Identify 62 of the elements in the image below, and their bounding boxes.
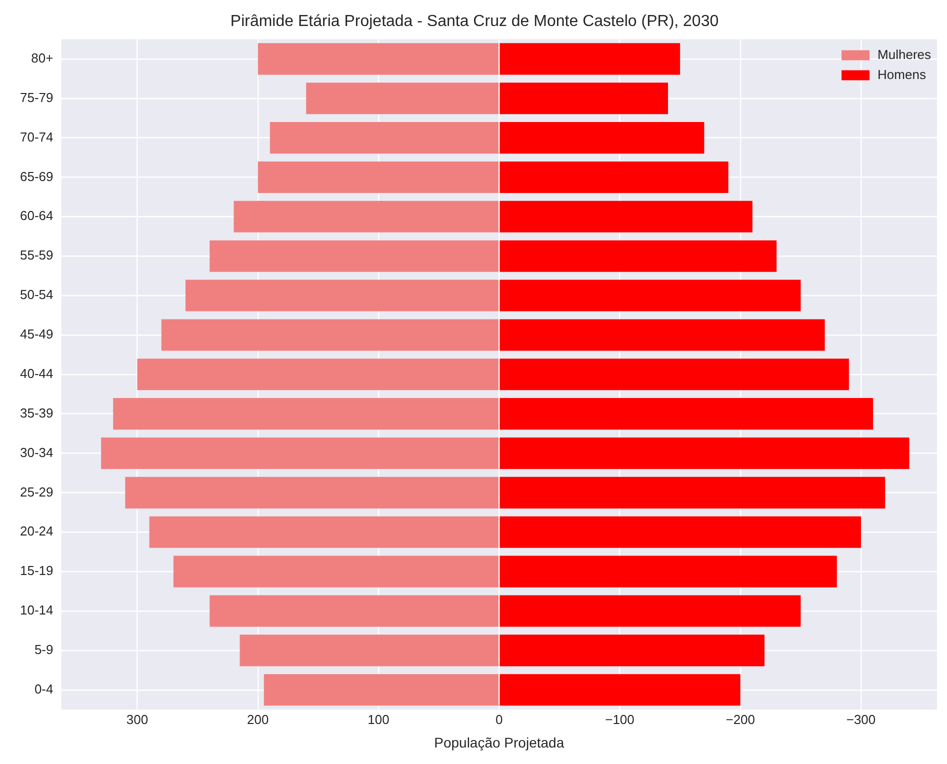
bar [137, 358, 499, 390]
bar [500, 595, 801, 627]
bar [500, 280, 801, 312]
x-axis-title: População Projetada [434, 734, 564, 750]
y-tick-label: 55-59 [20, 248, 54, 263]
y-tick-label: 70-74 [20, 129, 54, 144]
y-tick-label: 35-39 [20, 405, 54, 420]
y-tick-label: 80+ [31, 50, 54, 66]
x-tick-label: −300 [846, 712, 876, 727]
bar [258, 161, 499, 193]
x-tick-label: −200 [726, 712, 756, 727]
bar [173, 556, 499, 588]
bar [500, 398, 874, 430]
bar [234, 200, 499, 232]
bar [500, 634, 765, 666]
x-tick-label: 300 [126, 712, 148, 727]
bar [149, 516, 499, 548]
y-tick-label: 30-34 [20, 444, 54, 460]
bar [500, 556, 837, 588]
bar [500, 516, 862, 548]
bar [258, 43, 499, 75]
legend-label: Mulheres [878, 46, 932, 62]
bar [306, 82, 499, 114]
bar [500, 122, 704, 154]
bar [500, 437, 910, 470]
bar [500, 161, 728, 193]
legend-label: Homens [878, 66, 926, 82]
bar [125, 476, 499, 508]
bar [264, 674, 499, 706]
y-tick-label: 60-64 [20, 208, 54, 224]
bar [500, 240, 777, 272]
y-tick-label: 50-54 [20, 287, 54, 302]
bar [500, 82, 668, 114]
y-tick-label: 0-4 [34, 681, 54, 696]
x-tick-label: 0 [496, 712, 503, 727]
y-tick-label: 75-79 [20, 90, 54, 105]
y-tick-label: 25-29 [20, 484, 54, 500]
bar [500, 358, 849, 390]
bar [113, 398, 499, 430]
x-tick-label: 100 [368, 712, 390, 727]
bar [270, 122, 499, 154]
y-tick-label: 10-14 [20, 602, 54, 618]
x-tick-label: 200 [247, 712, 269, 727]
x-tick-label: −100 [605, 712, 634, 727]
y-tick-label: 5-9 [34, 642, 54, 658]
bar [240, 634, 499, 666]
bar [161, 319, 499, 351]
bar [500, 674, 740, 706]
bar [500, 200, 752, 232]
bar [210, 240, 499, 272]
bar [500, 319, 825, 351]
bar [210, 595, 499, 627]
bar [500, 43, 680, 75]
chart-title: Pirâmide Etária Projetada - Santa Cruz de Monte Castelo (PR), 2030 [230, 13, 719, 30]
bar [185, 280, 499, 312]
y-tick-label: 20-24 [20, 524, 54, 539]
y-tick-label: 40-44 [20, 366, 54, 381]
bar [101, 437, 499, 470]
y-tick-label: 65-69 [20, 168, 54, 184]
y-tick-label: 15-19 [20, 563, 54, 578]
bar [500, 476, 886, 508]
y-tick-label: 45-49 [20, 326, 54, 342]
